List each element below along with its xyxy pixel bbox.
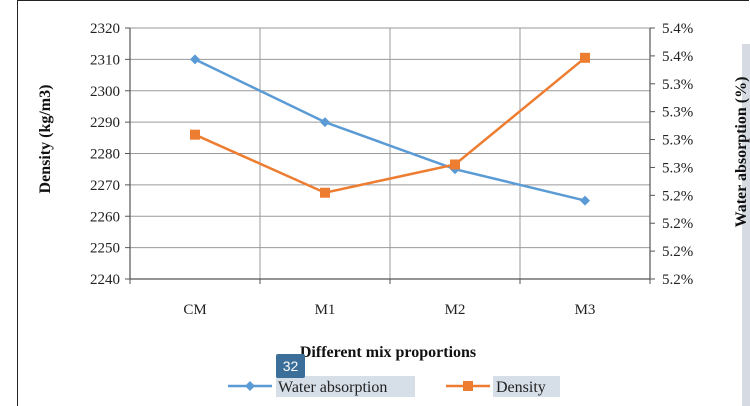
y2-axis-title: Water absorption (%) <box>733 77 750 228</box>
series-line-density <box>194 56 586 195</box>
y-tick-label: 2240 <box>90 272 120 288</box>
point-water-absorption <box>190 54 200 65</box>
y-axis-title: Density (kg/m3) <box>37 85 54 194</box>
y2-tick-label: 5.2% <box>662 244 693 260</box>
side-panel-strip <box>742 44 750 406</box>
point-water-absorption <box>320 117 330 128</box>
x-tick-label: M1 <box>315 302 336 318</box>
y2-tick-label: 5.3% <box>662 105 693 121</box>
point-density <box>580 52 590 63</box>
y-tick-label: 2250 <box>90 241 120 257</box>
y2-tick-label: 5.3% <box>662 160 693 176</box>
y2-tick-label: 5.2% <box>662 216 693 232</box>
y2-tick-label: 5.2% <box>662 272 693 288</box>
y2-tick-label: 5.4% <box>662 49 693 65</box>
y2-tick-label: 5.3% <box>662 133 693 149</box>
chart-frame <box>17 0 749 406</box>
legend: Water absorption Density <box>228 376 560 397</box>
y-tick-label: 2320 <box>90 21 120 37</box>
y-tick-label: 2260 <box>90 209 120 225</box>
y2-tick-label: 5.4% <box>662 21 693 37</box>
x-tick-label: CM <box>183 302 206 318</box>
y2-tick-label: 5.3% <box>662 77 693 93</box>
page-number-badge: 32 <box>276 354 305 378</box>
point-density <box>190 129 200 140</box>
series-layer <box>190 52 590 206</box>
legend-label-density: Density <box>496 379 546 396</box>
y-tick-label: 2290 <box>90 115 120 131</box>
x-axis-title: Different mix proportions <box>300 344 476 361</box>
y-tick-label: 2300 <box>90 84 120 100</box>
legend-label-water-absorption: Water absorption <box>278 379 387 396</box>
point-density <box>450 159 460 170</box>
y-tick-label: 2280 <box>90 147 120 163</box>
label-layer: 2240 2250 2260 2270 2280 2290 2300 2310 2320 5.2%… <box>90 21 693 318</box>
legend-square-icon <box>463 381 473 391</box>
legend-diamond-icon <box>245 381 255 391</box>
y-tick-label: 2270 <box>90 178 120 194</box>
y2-tick-label: 5.2% <box>662 188 693 204</box>
axis-layer <box>125 27 655 284</box>
point-water-absorption <box>580 195 590 206</box>
x-tick-label: M3 <box>575 302 596 318</box>
legend-label-highlight <box>276 376 415 397</box>
series-line-water-absorption <box>194 58 586 202</box>
x-tick-label: M2 <box>445 302 466 318</box>
y-tick-label: 2310 <box>90 52 120 68</box>
legend-label-highlight <box>493 376 560 397</box>
point-density <box>320 187 330 198</box>
